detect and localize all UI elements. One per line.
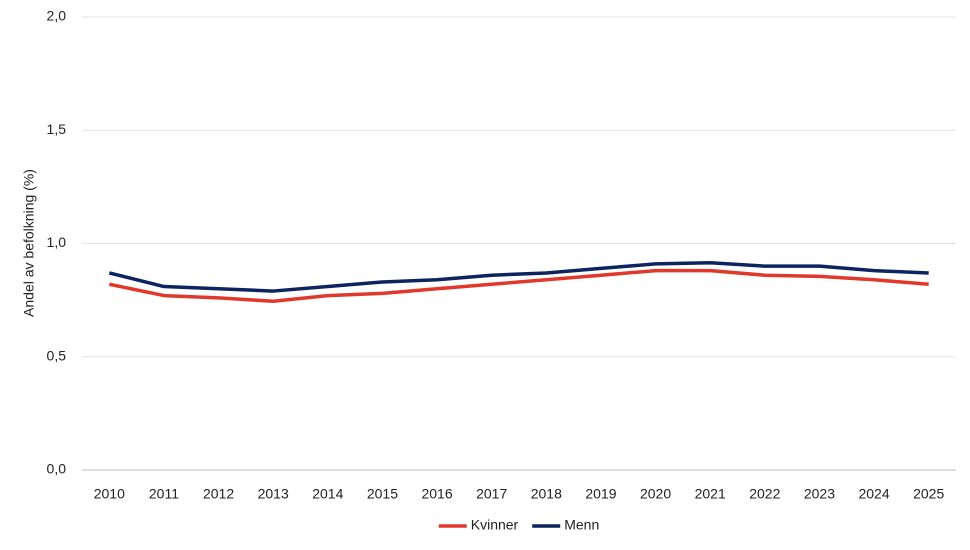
legend-label: Kvinner [471, 517, 519, 533]
x-tick-label: 2024 [858, 486, 889, 502]
x-tick-label: 2018 [531, 486, 562, 502]
x-tick-label: 2011 [149, 486, 179, 502]
x-tick-label: 2020 [640, 486, 671, 502]
x-tick-label: 2017 [476, 486, 507, 502]
x-tick-label: 2023 [804, 486, 835, 502]
y-tick-label: 2,0 [47, 8, 67, 24]
series-line [108, 261, 929, 293]
y-tick-label: 0,0 [47, 461, 67, 477]
x-tick-label: 2021 [695, 486, 726, 502]
x-tick-label: 2014 [312, 486, 343, 502]
x-tick-label: 2025 [913, 486, 944, 502]
y-tick-label: 1,5 [47, 121, 67, 137]
x-tick-label: 2016 [421, 486, 452, 502]
x-tick-label: 2015 [367, 486, 398, 502]
x-tick-label: 2010 [94, 486, 125, 502]
y-tick-label: 1,0 [47, 234, 67, 250]
x-tick-label: 2019 [585, 486, 616, 502]
legend-label: Menn [564, 517, 599, 533]
series-line [108, 268, 929, 304]
y-axis-title: Andel av befolkning (%) [21, 169, 37, 317]
x-tick-label: 2013 [258, 486, 289, 502]
y-tick-label: 0,5 [47, 347, 67, 363]
x-tick-label: 2012 [203, 486, 234, 502]
x-tick-label: 2022 [749, 486, 780, 502]
